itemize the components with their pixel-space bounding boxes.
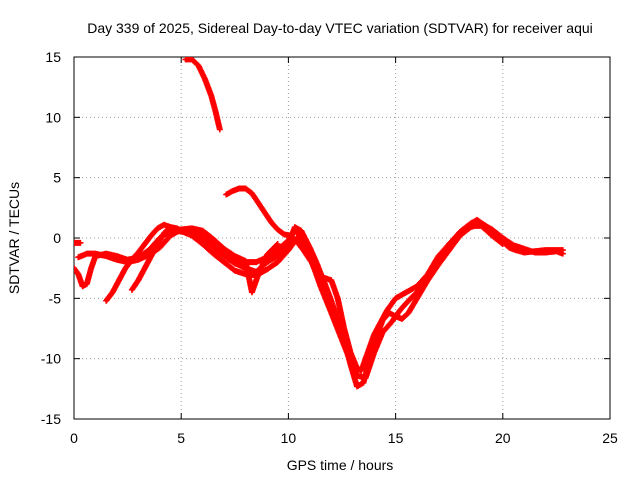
series-arc-top xyxy=(182,57,223,133)
series-arc-c xyxy=(103,220,566,390)
axis-ticks xyxy=(73,56,611,420)
series-arc-e xyxy=(75,225,281,296)
x-axis-label: GPS time / hours xyxy=(287,457,394,473)
series-arc-d xyxy=(128,222,506,381)
x-tick-label: 5 xyxy=(177,430,185,446)
grid-lines xyxy=(74,57,610,419)
y-tick-label: 15 xyxy=(45,49,61,65)
y-tick-label: -10 xyxy=(41,351,61,367)
y-tick-label: 0 xyxy=(53,230,61,246)
data-point xyxy=(216,126,223,133)
data-series xyxy=(74,57,566,390)
chart-title: Day 339 of 2025, Sidereal Day-to-day VTE… xyxy=(87,20,593,36)
y-tick-label: 10 xyxy=(45,109,61,125)
x-tick-label: 10 xyxy=(281,430,297,446)
series-arc-a xyxy=(74,239,84,246)
data-point xyxy=(274,241,281,248)
data-point xyxy=(499,241,506,248)
x-tick-label: 25 xyxy=(602,430,618,446)
y-tick-labels: -15 -10 -5 0 5 10 15 xyxy=(41,49,61,427)
data-point xyxy=(273,242,280,249)
data-point xyxy=(559,250,566,257)
x-tick-label: 15 xyxy=(388,430,404,446)
x-tick-label: 20 xyxy=(495,430,511,446)
x-tick-label: 0 xyxy=(70,430,78,446)
y-axis-label: SDTVAR / TECUs xyxy=(6,182,22,294)
y-tick-label: -5 xyxy=(49,290,62,306)
y-tick-label: 5 xyxy=(53,170,61,186)
y-tick-label: -15 xyxy=(41,411,61,427)
x-tick-labels: 0 5 10 15 20 25 xyxy=(70,430,618,446)
data-point xyxy=(77,239,84,246)
data-point xyxy=(498,240,505,247)
